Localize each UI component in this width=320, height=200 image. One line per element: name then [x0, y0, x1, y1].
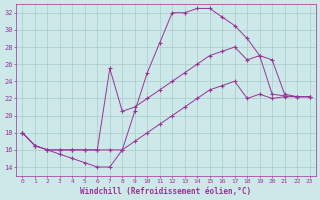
X-axis label: Windchill (Refroidissement éolien,°C): Windchill (Refroidissement éolien,°C)	[80, 187, 252, 196]
